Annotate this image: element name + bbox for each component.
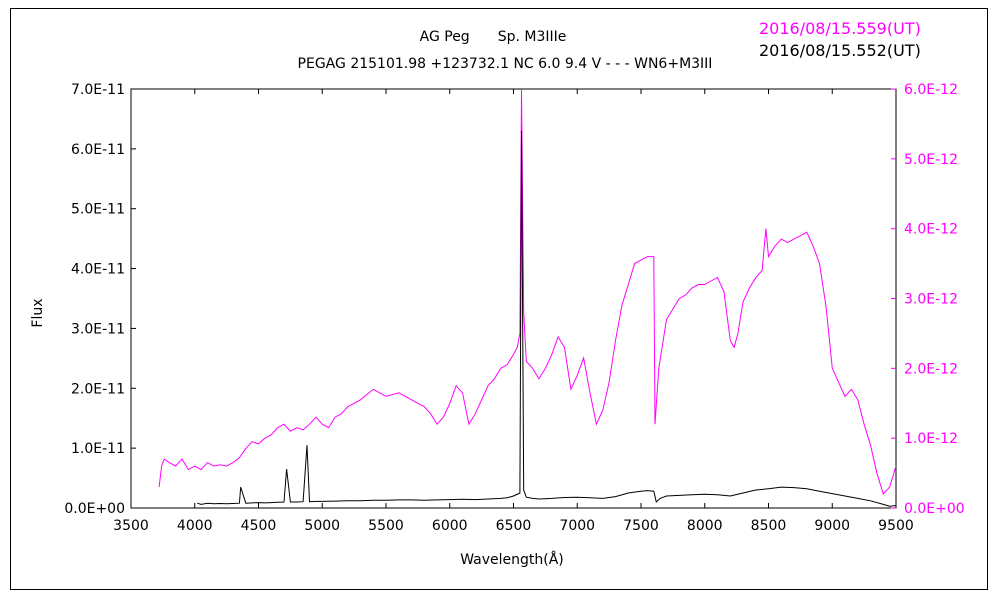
y-tick-label-left: 3.0E-11: [71, 321, 125, 337]
y-tick-label-left: 1.0E-11: [71, 441, 125, 457]
y-tick-label-left: 0.0E+00: [64, 501, 125, 517]
y-tick-label-right: 4.0E-12: [904, 222, 958, 238]
chart-title: AG Peg Sp. M3IIIe: [420, 29, 567, 45]
y-tick-label-right: 2.0E-12: [904, 361, 958, 377]
y-tick-label-left: 7.0E-11: [71, 82, 125, 98]
series-line-black: [197, 130, 897, 507]
y-tick-label-left: 6.0E-11: [71, 142, 125, 158]
y-tick-label-left: 4.0E-11: [71, 262, 125, 278]
x-tick-label: 7500: [623, 518, 659, 534]
y-tick-label-right: 6.0E-12: [904, 82, 958, 98]
x-tick-label: 5500: [368, 518, 404, 534]
legend-entry-black: 2016/08/15.552(UT): [759, 41, 921, 60]
x-axis-label: Wavelength(Å): [460, 551, 564, 568]
series-line-magenta: [158, 88, 897, 495]
legend-entry-magenta: 2016/08/15.559(UT): [759, 19, 921, 38]
chart-subtitle: PEGAG 215101.98 +123732.1 NC 6.0 9.4 V -…: [298, 56, 713, 72]
y-tick-label-left: 5.0E-11: [71, 202, 125, 218]
x-tick-label: 8000: [687, 518, 723, 534]
y-tick-label-right: 5.0E-12: [904, 152, 958, 168]
x-tick-label: 6000: [432, 518, 468, 534]
x-tick-label: 6500: [496, 518, 532, 534]
x-tick-label: 9500: [878, 518, 914, 534]
x-tick-label: 5000: [304, 518, 340, 534]
x-tick-label: 8500: [751, 518, 787, 534]
x-tick-label: 4500: [241, 518, 277, 534]
y-tick-label-right: 3.0E-12: [904, 292, 958, 308]
y-tick-label-right: 0.0E+00: [904, 501, 965, 517]
x-tick-label: 3500: [113, 518, 149, 534]
x-tick-label: 4000: [177, 518, 213, 534]
x-tick-label: 9000: [814, 518, 850, 534]
x-tick-label: 7000: [559, 518, 595, 534]
y-tick-label-right: 1.0E-12: [904, 431, 958, 447]
chart-frame: [10, 8, 988, 590]
plot-area: [130, 88, 897, 509]
y-axis-label: Flux: [30, 298, 46, 327]
y-tick-label-left: 2.0E-11: [71, 381, 125, 397]
